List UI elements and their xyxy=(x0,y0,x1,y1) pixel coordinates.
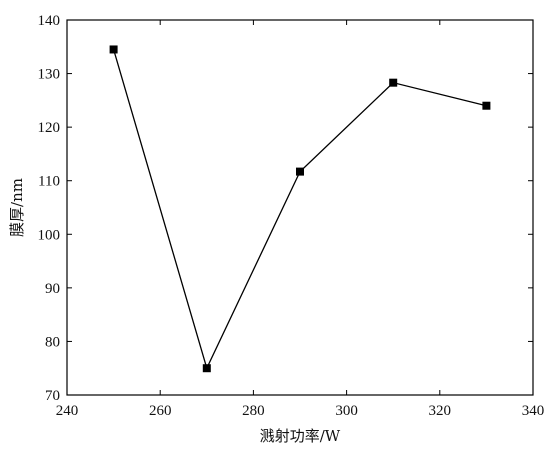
y-tick-label: 140 xyxy=(38,13,61,29)
plot-area xyxy=(66,19,534,396)
axis-ticks: 240 260 280 300 320 340 70 80 90 100 110 120 130 140 xyxy=(38,13,545,419)
y-tick-label: 90 xyxy=(45,281,60,297)
y-tick-label: 130 xyxy=(38,67,61,83)
x-tick-label: 320 xyxy=(429,403,452,419)
y-tick-label: 120 xyxy=(38,120,61,136)
data-point-marker xyxy=(109,45,118,54)
series-line xyxy=(112,49,487,371)
x-tick-label: 280 xyxy=(242,403,265,419)
x-tick-label: 260 xyxy=(149,403,172,419)
y-tick-label: 70 xyxy=(45,388,60,404)
y-tick-label: 110 xyxy=(38,174,60,190)
x-tick-label: 300 xyxy=(335,403,358,419)
x-tick-label: 240 xyxy=(56,403,79,419)
data-series xyxy=(109,45,491,373)
data-point-marker xyxy=(202,364,211,373)
x-axis-title: 溅射功率/W xyxy=(260,427,341,445)
data-point-marker xyxy=(389,78,398,87)
data-point-marker xyxy=(296,167,304,176)
plot-frame xyxy=(66,19,534,396)
y-tick-label: 100 xyxy=(38,227,61,243)
y-tick-label: 80 xyxy=(45,334,60,350)
x-tick-label: 340 xyxy=(522,403,545,419)
y-axis-title: 膜厚/nm xyxy=(8,178,26,237)
data-point-marker xyxy=(482,101,491,110)
